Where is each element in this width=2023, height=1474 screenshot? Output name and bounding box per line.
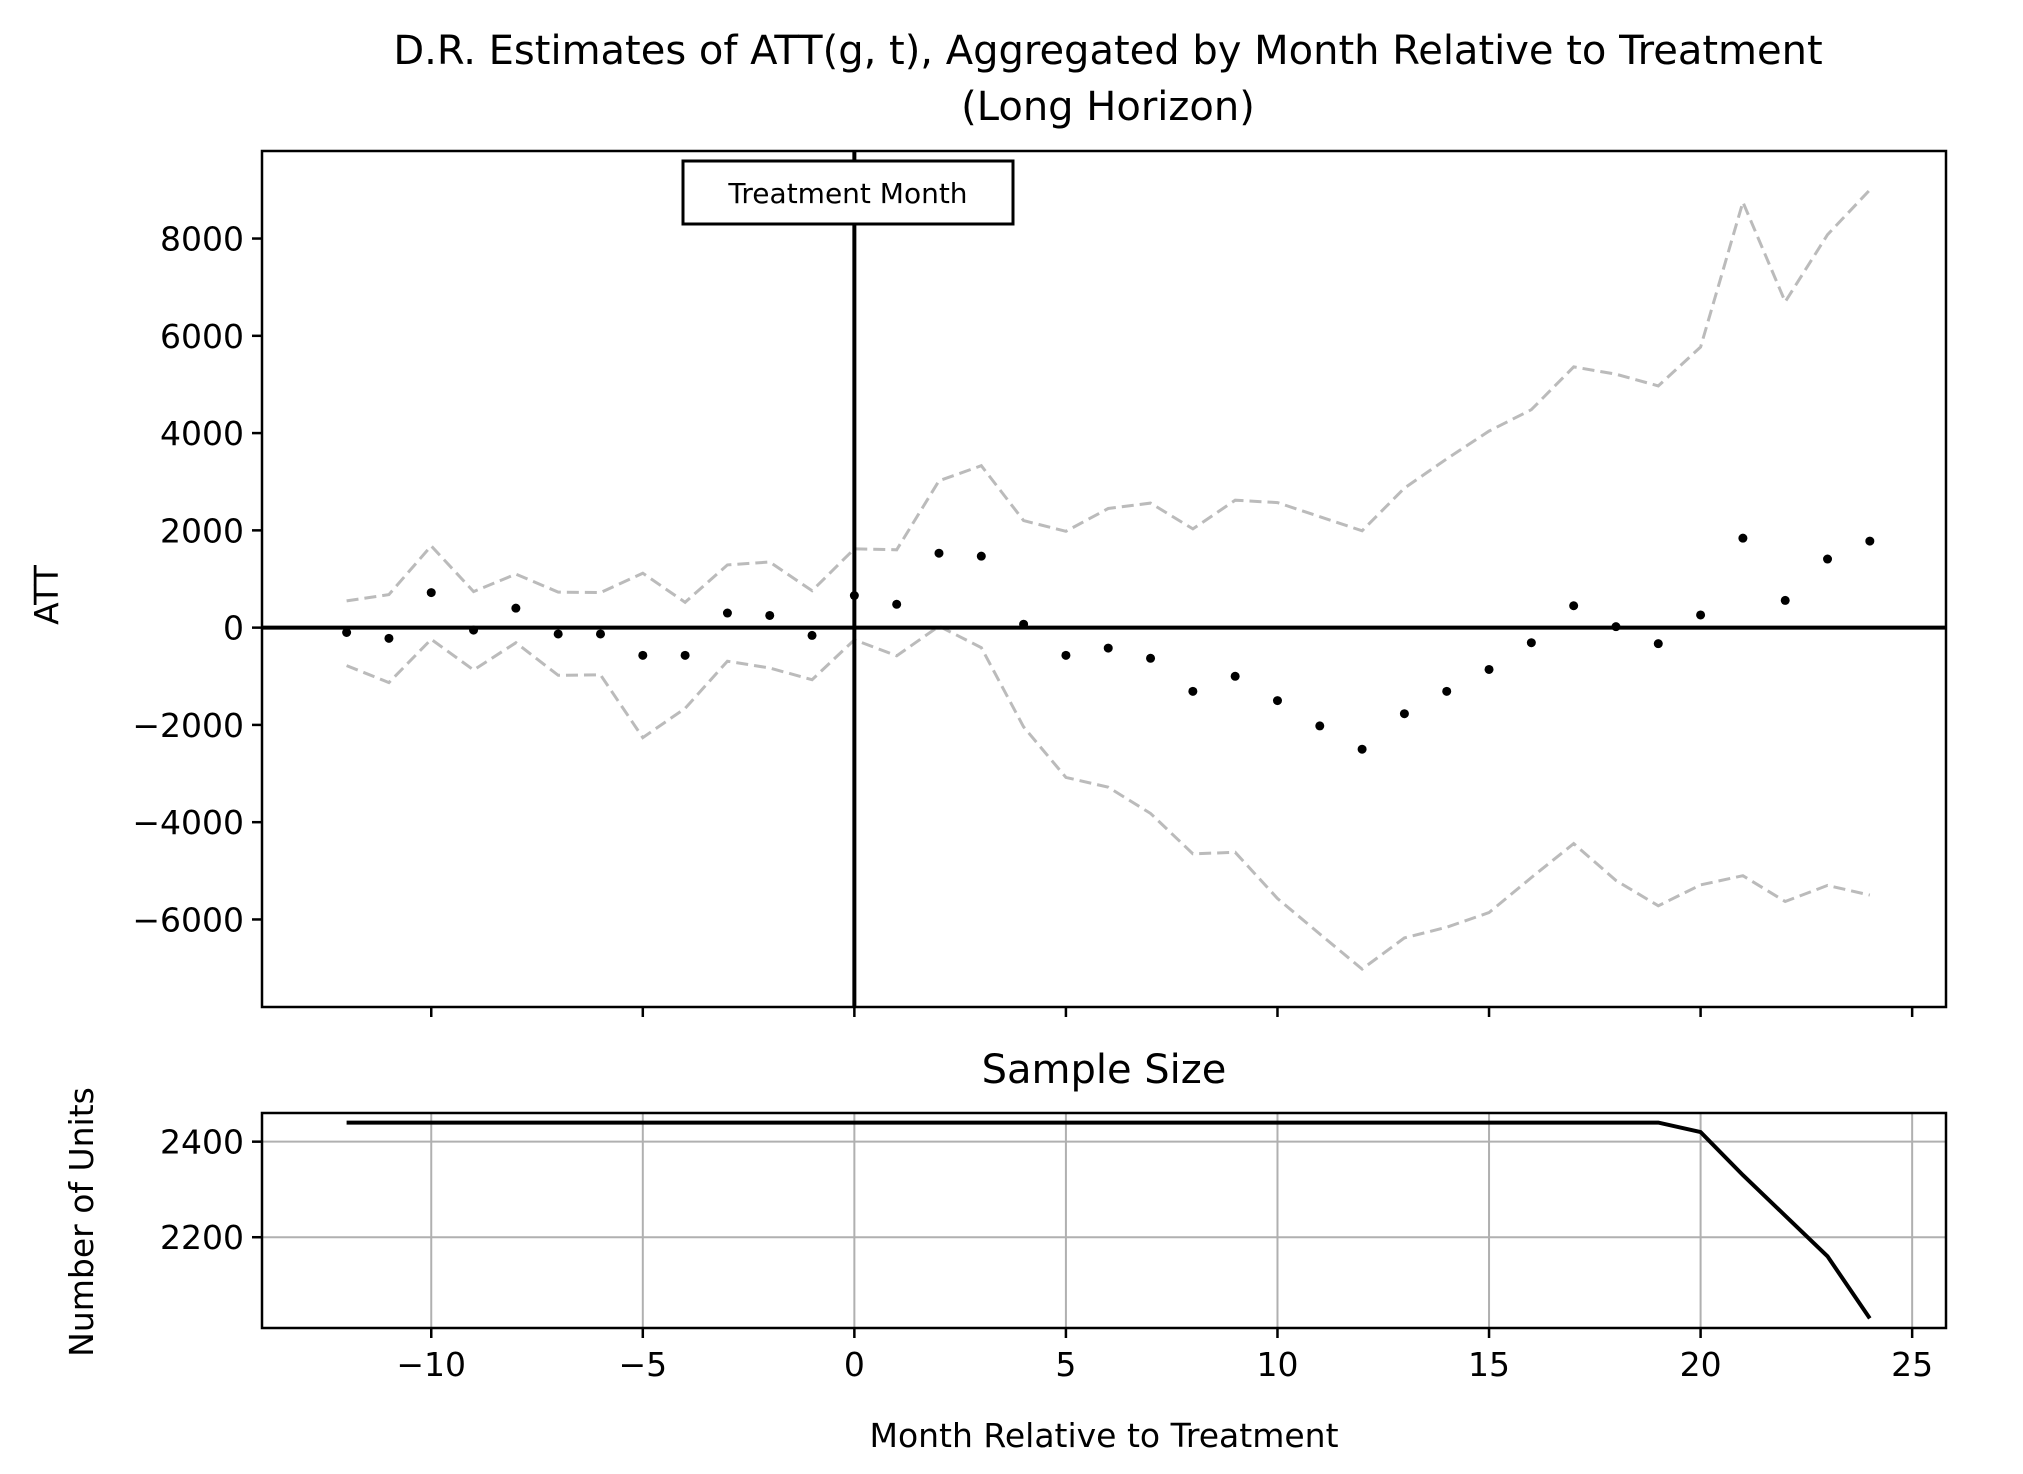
sample-size-x-tick-label: 0 [844,1345,865,1384]
att-point [1865,536,1875,546]
att-point [384,633,394,643]
att-point [1526,638,1536,648]
sample-size-x-tick-label: 10 [1256,1345,1298,1384]
sample-size-x-tick-label: 25 [1891,1345,1933,1384]
att-point [426,588,436,598]
att-point [1780,595,1790,605]
treatment-month-label: Treatment Month [727,177,967,210]
att-y-axis-label: ATT [27,564,66,625]
att-point [1272,696,1282,706]
sample-size-title: Sample Size [982,1047,1227,1093]
att-point [1823,554,1833,564]
sample-size-plot-frame [260,1111,1948,1330]
att-point [1484,664,1494,674]
sample-size-line [346,1120,1872,1320]
att-point [722,608,732,618]
lower-ci-line [346,624,1871,972]
att-point [680,650,690,660]
att-y-tick-label: −6000 [132,900,244,939]
sample-size-x-tick-label: −10 [396,1345,466,1384]
att-point [1188,686,1198,696]
att-y-tick-label: −2000 [132,706,244,745]
att-y-tick-label: 8000 [160,220,244,259]
att-point [469,625,479,635]
reference-lines [262,151,1946,1007]
att-point [1146,653,1156,663]
att-y-tick-label: 6000 [160,317,244,356]
att-point [638,650,648,660]
att-point [934,548,944,558]
att-point [976,551,986,561]
sample-size-y-tick-label: 2200 [160,1218,244,1257]
sample-size-series [346,1120,1872,1320]
att-point [1315,721,1325,731]
att-point [1653,639,1663,649]
att-point [1696,610,1706,620]
att-y-ticks: −6000 −4000 −2000 0 2000 4000 6000 8000 [132,220,262,939]
att-y-tick-label: −4000 [132,803,244,842]
att-y-tick-label: 4000 [160,414,244,453]
att-panel: D.R. Estimates of ATT(g, t), Aggregated … [27,28,1948,1017]
sample-size-y-tick-label: 2400 [160,1123,244,1162]
sample-size-y-axis-label: Number of Units [62,1087,101,1357]
upper-ci-line [346,188,1871,605]
att-point [553,629,563,639]
att-point [1569,601,1579,611]
att-point [1061,650,1071,660]
sample-size-x-tick-label: 15 [1468,1345,1510,1384]
att-point [1399,709,1409,719]
treatment-month-annotation: Treatment Month [681,159,1015,226]
att-point [892,599,902,609]
att-point [1230,671,1240,681]
sample-size-x-tick-label: 20 [1680,1345,1722,1384]
att-point [765,610,775,620]
sample-size-panel: Sample Size Number of Units Month Relati… [62,1047,1948,1455]
att-point [807,630,817,640]
sample-size-x-tick-label: 5 [1055,1345,1076,1384]
att-x-ticks [429,1007,1914,1017]
att-point [511,603,521,613]
att-point [1611,622,1621,632]
att-point [1738,533,1748,543]
chart-title-line1: D.R. Estimates of ATT(g, t), Aggregated … [393,28,1822,74]
sample-size-y-ticks: 2200 2400 [160,1123,262,1257]
chart-title-line2: (Long Horizon) [961,84,1255,130]
confidence-bands [346,188,1871,972]
att-y-tick-label: 0 [223,609,244,648]
att-point [1019,619,1029,629]
att-point [849,591,859,601]
sample-size-grid [262,1113,1946,1328]
att-points [342,533,1875,754]
att-point [595,629,605,639]
att-y-tick-label: 2000 [160,511,244,550]
att-point [1357,744,1367,754]
att-point [1103,643,1113,653]
x-axis-label: Month Relative to Treatment [869,1416,1338,1455]
sample-size-x-ticks: −10 −5 0 5 10 15 20 25 [396,1328,1933,1384]
sample-size-x-tick-label: −5 [618,1345,667,1384]
att-point [1442,686,1452,696]
att-point [342,628,352,637]
att-plot-frame [260,149,1948,1009]
